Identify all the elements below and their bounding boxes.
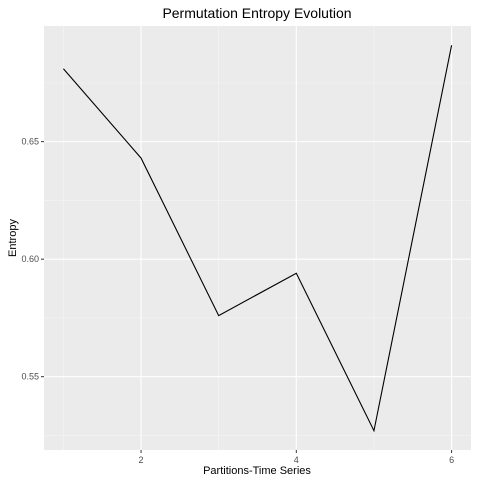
- x-tick-label: 4: [294, 455, 299, 465]
- minor-gridlines: [44, 26, 471, 450]
- x-tick-label: 6: [449, 455, 454, 465]
- chart-title: Permutation Entropy Evolution: [162, 5, 351, 21]
- y-tick-label: 0.55: [21, 372, 39, 382]
- plot-panel: [44, 26, 471, 450]
- x-axis-ticks: 2 4 6: [139, 450, 454, 465]
- y-tick-label: 0.65: [21, 137, 39, 147]
- entropy-series-line: [62, 45, 453, 433]
- x-tick-label: 2: [139, 455, 144, 465]
- major-gridlines: [44, 26, 471, 450]
- y-axis-title: Entropy: [7, 219, 19, 257]
- x-axis-title: Partitions-Time Series: [203, 465, 311, 477]
- y-axis-ticks: 0.55 0.60 0.65: [21, 137, 44, 382]
- y-tick-label: 0.60: [21, 254, 39, 264]
